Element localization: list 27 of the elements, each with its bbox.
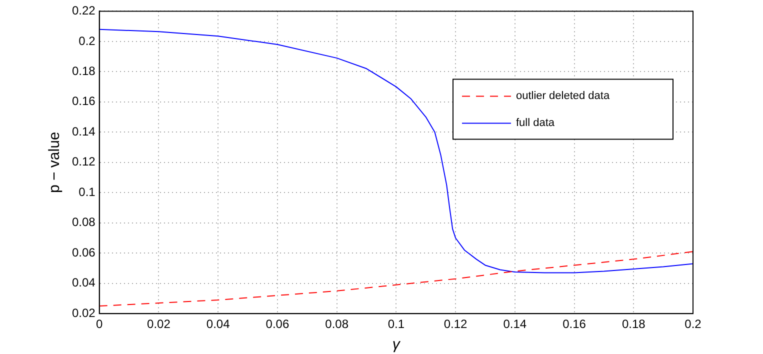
y-tick-label: 0.02 [72,306,96,320]
x-tick-label: 0.1 [388,317,405,332]
x-tick-label: 0.2 [684,317,702,332]
y-tick-label: 0.22 [72,4,96,18]
x-tick-label: 0.02 [147,317,171,332]
y-tick-label: 0.2 [78,34,96,48]
y-tick-label: 0.06 [72,245,96,260]
x-tick-label: 0.12 [444,317,468,332]
y-axis-title: p − value [46,132,64,194]
y-tick-label: 0.16 [72,94,96,108]
x-axis-title: γ [392,336,402,354]
x-tick-label: 0.04 [206,317,230,332]
y-tick-label: 0.1 [78,184,96,199]
y-tick-label: 0.14 [72,124,96,138]
line-series [99,251,693,307]
x-tick-label: 0 [96,317,104,332]
x-tick-label: 0.14 [503,317,527,332]
x-tick-label: 0.18 [622,317,646,332]
legend-label: outlier deleted data [516,90,610,102]
y-tick-label: 0.04 [72,276,96,290]
legend-label: full data [516,117,556,130]
x-tick-label: 0.16 [562,317,586,332]
y-tick-label: 0.08 [72,215,96,230]
x-tick-label: 0.06 [266,317,290,332]
y-tick-label: 0.12 [72,154,96,169]
y-tick-label: 0.18 [72,64,96,78]
x-tick-label: 0.08 [325,317,349,332]
